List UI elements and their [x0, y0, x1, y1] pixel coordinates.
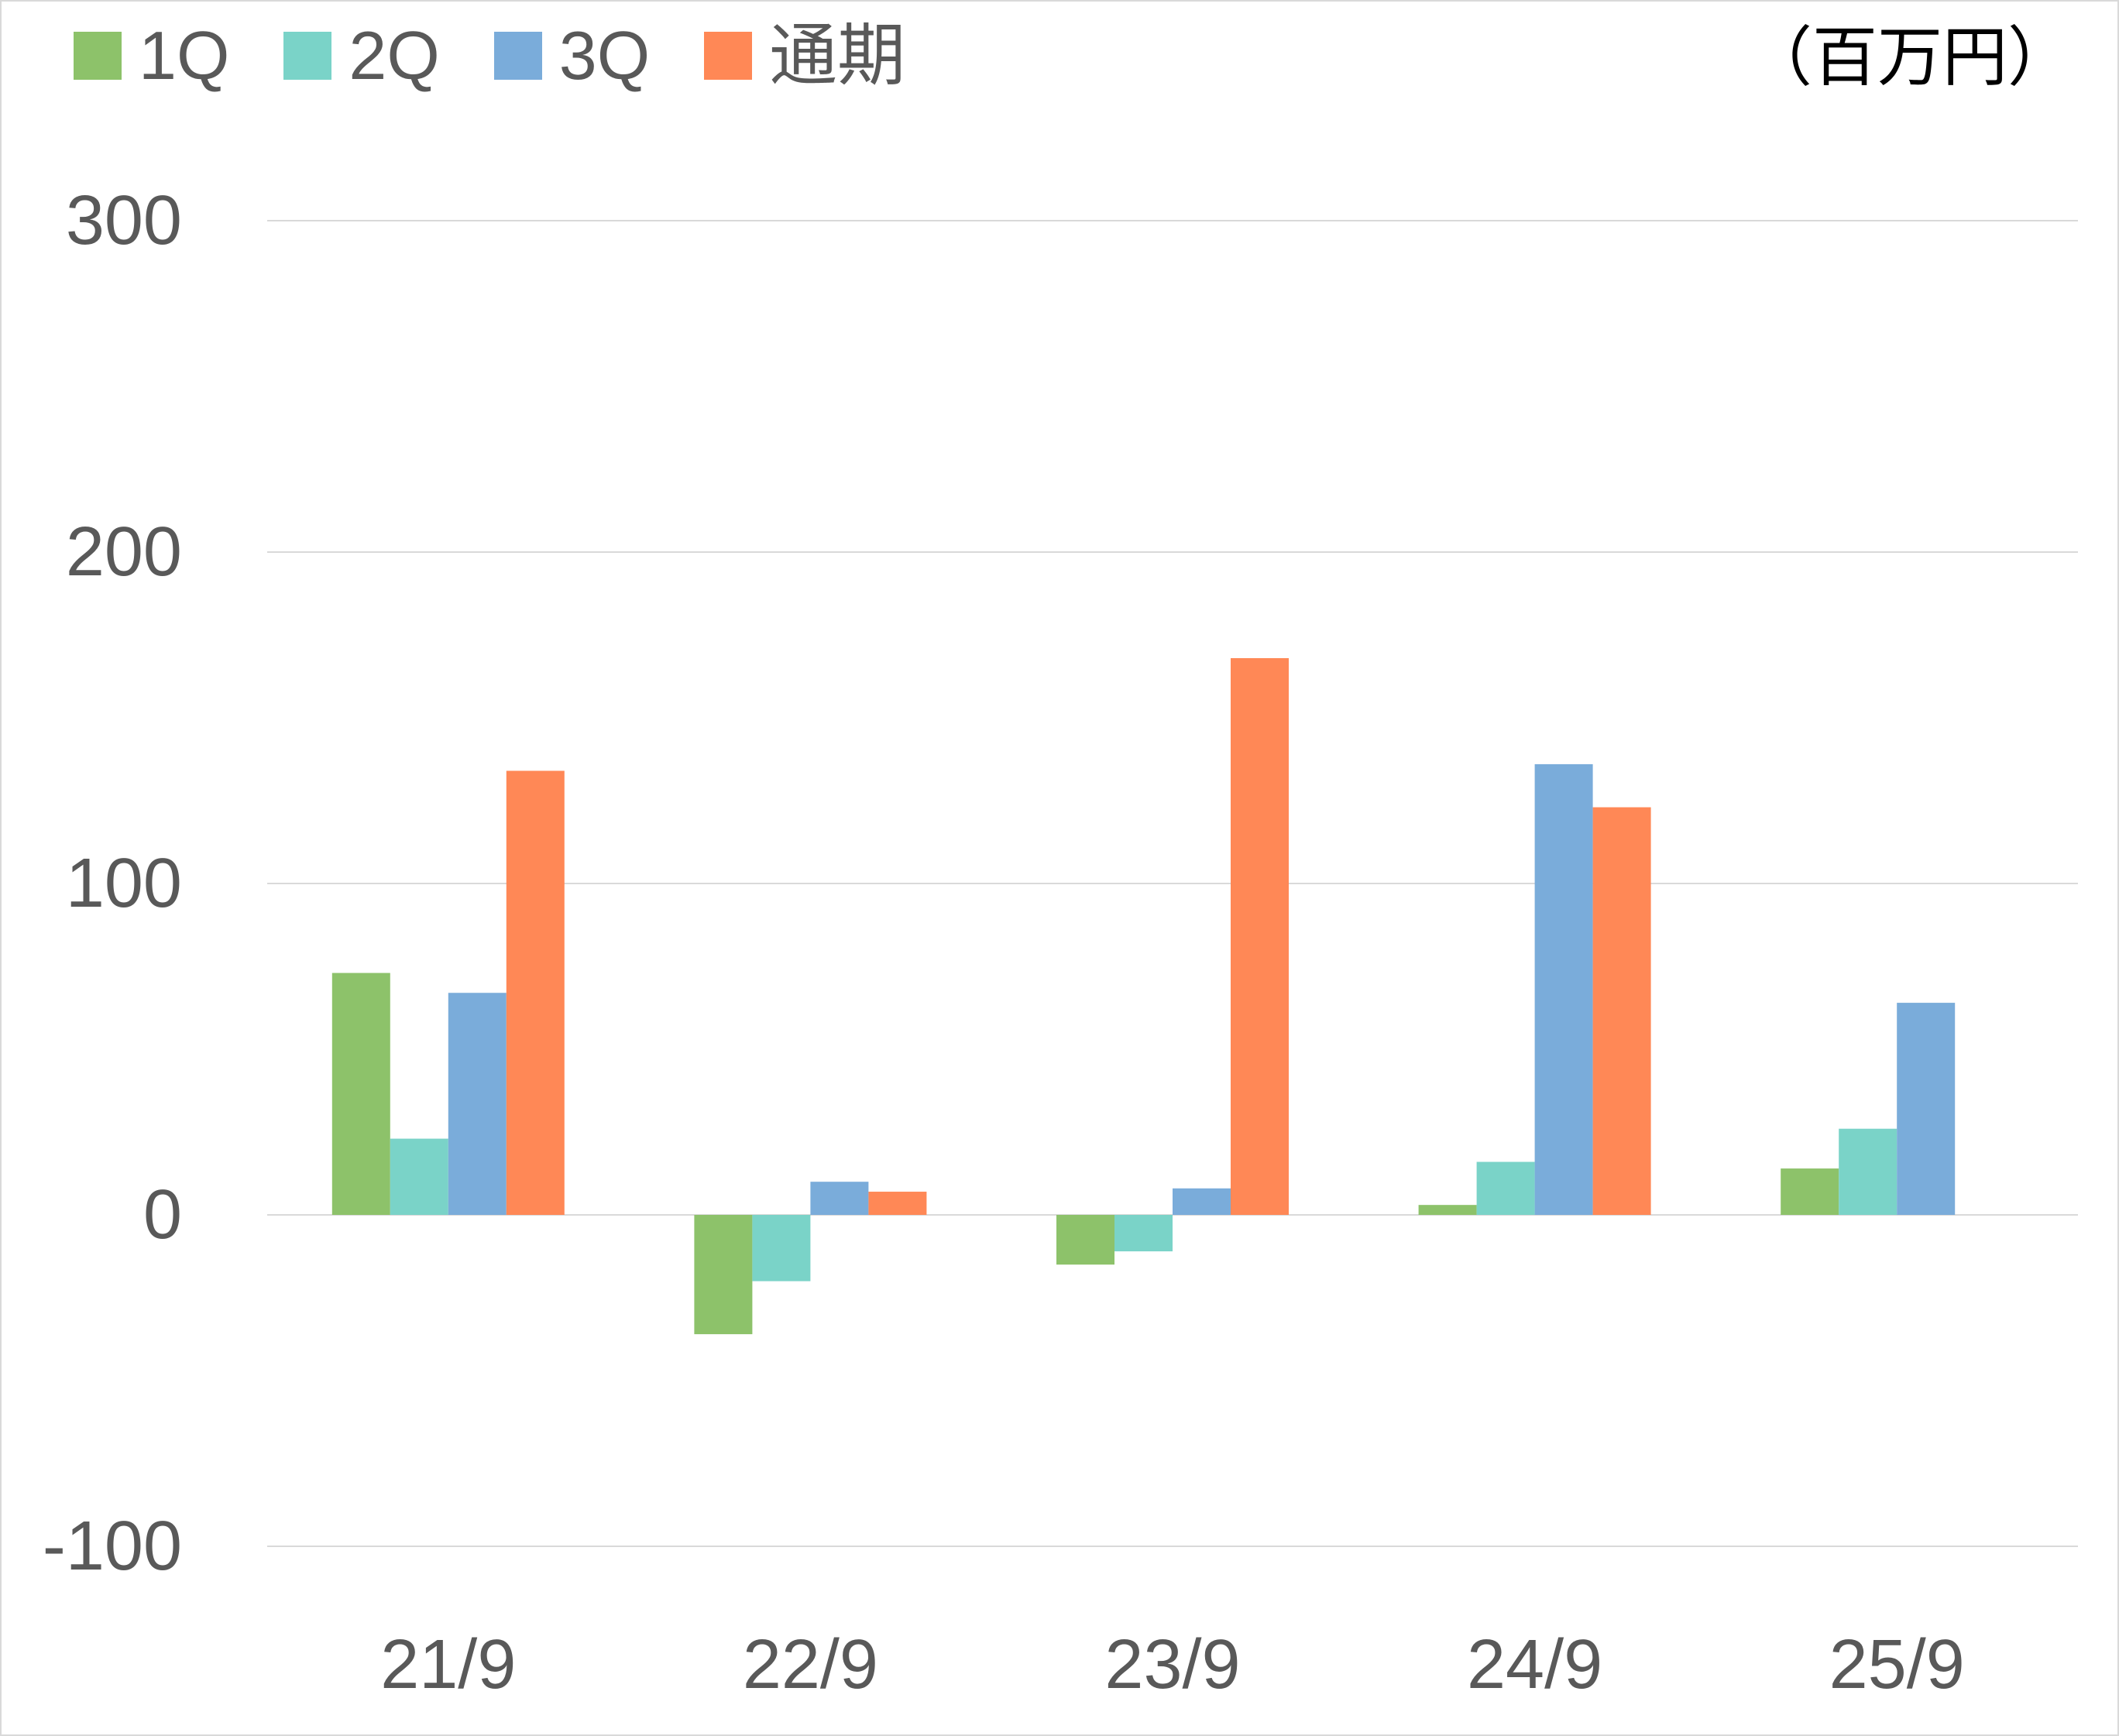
bar-3Q-24/9	[1534, 763, 1593, 1215]
y-tick-label: 300	[66, 182, 182, 259]
bar-1Q-25/9	[1781, 1168, 1839, 1215]
legend-swatch-3q	[493, 32, 542, 80]
bar-1Q-22/9	[694, 1215, 753, 1335]
legend-item-full-year[interactable]: 通期	[704, 22, 905, 90]
bar-3Q-23/9	[1173, 1188, 1231, 1215]
y-tick-label: 100	[66, 845, 182, 922]
legend-label-1q: 1Q	[139, 17, 230, 94]
legend-label-full-year: 通期	[769, 17, 906, 94]
legend-item-2q[interactable]: 2Q	[283, 17, 440, 94]
x-tick-label: 24/9	[1467, 1626, 1602, 1703]
legend-label-3q: 3Q	[558, 17, 651, 94]
legend-swatch-2q	[283, 32, 332, 80]
bar-3Q-22/9	[810, 1182, 869, 1215]
bar-通期-21/9	[506, 770, 565, 1215]
legend-item-3q[interactable]: 3Q	[493, 17, 651, 94]
bar-1Q-21/9	[331, 973, 390, 1215]
x-tick-label: 21/9	[380, 1626, 516, 1703]
x-tick-label: 23/9	[1104, 1626, 1240, 1703]
legend-swatch-full-year	[704, 32, 753, 80]
unit-label: （百万円）	[1746, 21, 2073, 94]
x-tick-label: 22/9	[743, 1626, 878, 1703]
bar-通期-22/9	[868, 1192, 927, 1215]
legend-label-2q: 2Q	[349, 17, 440, 94]
bar-通期-24/9	[1592, 807, 1651, 1215]
bar-1Q-24/9	[1418, 1205, 1477, 1215]
bar-2Q-21/9	[390, 1138, 448, 1215]
x-tick-label: 25/9	[1829, 1626, 1965, 1703]
bar-通期-23/9	[1231, 657, 1289, 1215]
bar-3Q-25/9	[1897, 1003, 1956, 1215]
legend-swatch-1q	[74, 32, 122, 80]
bar-3Q-21/9	[448, 993, 507, 1215]
bar-2Q-24/9	[1476, 1161, 1535, 1215]
bar-2Q-22/9	[752, 1215, 811, 1281]
bar-1Q-23/9	[1056, 1215, 1114, 1265]
y-tick-label: -100	[43, 1508, 182, 1585]
legend: 1Q 2Q 3Q 通期	[74, 22, 960, 90]
y-tick-label: 200	[66, 513, 182, 591]
y-tick-label: 0	[143, 1176, 182, 1254]
bar-2Q-23/9	[1114, 1215, 1173, 1252]
bar-2Q-25/9	[1839, 1128, 1897, 1215]
legend-item-1q[interactable]: 1Q	[74, 22, 229, 90]
